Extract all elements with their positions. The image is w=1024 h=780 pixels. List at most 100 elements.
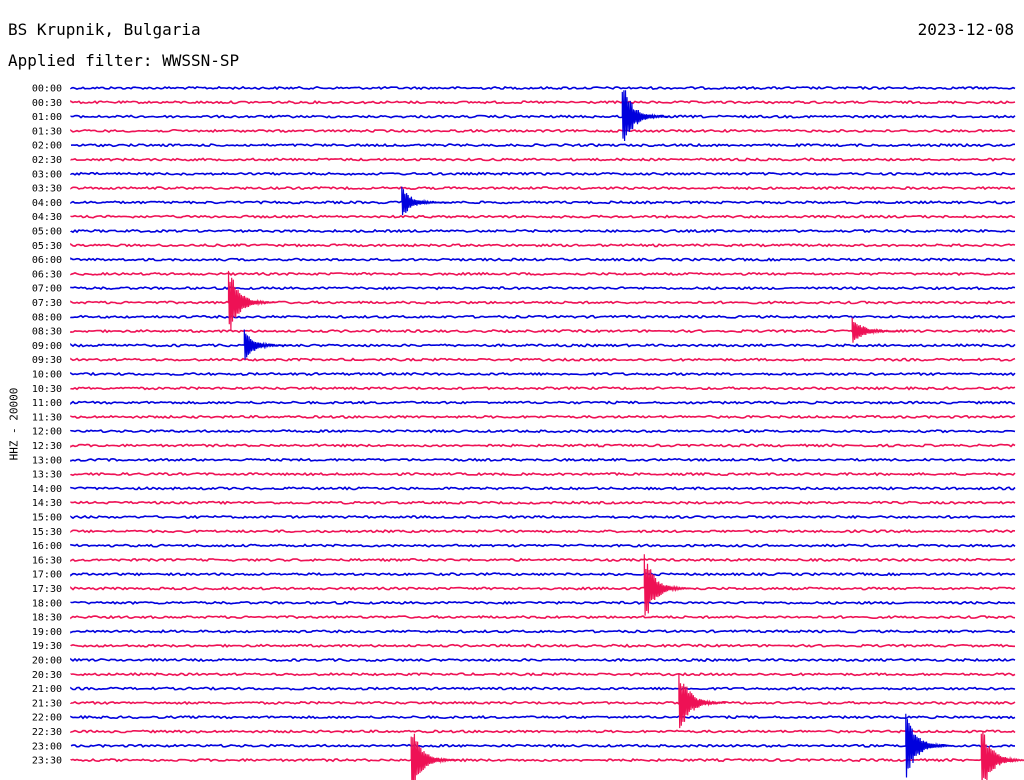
time-tick-label: 13:30 (32, 470, 62, 481)
trace-row-0630 (70, 271, 1016, 277)
time-tick-label: 18:30 (32, 613, 62, 624)
trace-row-0200 (70, 142, 1015, 148)
event-waveform (905, 713, 954, 778)
trace-row-1030 (70, 386, 1016, 391)
time-tick-label: 04:30 (32, 212, 62, 223)
trace-row-1700 (70, 572, 1016, 577)
time-tick-label: 21:30 (32, 698, 62, 709)
trace-row-0000 (70, 85, 1016, 91)
trace-row-2230 (70, 729, 1016, 734)
time-tick-label: 19:00 (32, 627, 62, 638)
time-tick-label: 15:00 (32, 513, 62, 524)
trace-row-2100 (70, 686, 1016, 691)
time-tick-label: 06:00 (32, 255, 62, 266)
time-tick-label: 13:00 (32, 455, 62, 466)
time-tick-label: 04:00 (32, 198, 62, 209)
time-tick-label: 17:30 (32, 584, 62, 595)
trace-row-2200 (70, 714, 1016, 720)
time-tick-label: 02:30 (32, 155, 62, 166)
trace-row-0730 (70, 300, 1016, 305)
time-tick-label: 07:30 (32, 298, 62, 309)
time-tick-label: 19:30 (32, 641, 62, 652)
time-tick-label: 09:00 (32, 341, 62, 352)
time-tick-label: 14:00 (32, 484, 62, 495)
time-tick-label: 01:30 (32, 126, 62, 137)
time-tick-label: 06:30 (32, 269, 62, 280)
time-tick-label: 12:30 (32, 441, 62, 452)
time-tick-label: 17:00 (32, 570, 62, 581)
time-tick-label: 03:30 (32, 184, 62, 195)
time-tick-label: 12:00 (32, 427, 62, 438)
trace-row-1200 (70, 429, 1016, 434)
trace-row-1330 (70, 471, 1016, 477)
trace-row-0700 (70, 286, 1016, 291)
trace-row-1930 (70, 643, 1015, 648)
time-tick-label: 02:00 (32, 141, 62, 152)
trace-row-0130 (70, 128, 1016, 134)
event-waveform (980, 731, 1024, 780)
trace-row-1800 (70, 600, 1016, 605)
time-tick-label: 16:30 (32, 555, 62, 566)
trace-row-1730 (70, 586, 1016, 591)
trace-row-0300 (70, 171, 1016, 176)
time-tick-label: 11:30 (32, 412, 62, 423)
trace-row-0800 (70, 314, 1016, 320)
time-tick-label: 08:30 (32, 327, 62, 338)
time-tick-label: 08:00 (32, 312, 62, 323)
time-tick-label: 16:00 (32, 541, 62, 552)
time-tick-label: 09:30 (32, 355, 62, 366)
event-waveform (621, 90, 670, 142)
time-tick-label: 18:00 (32, 598, 62, 609)
trace-row-2330 (70, 757, 1016, 763)
trace-row-1830 (70, 614, 1016, 620)
time-tick-label: 23:00 (32, 741, 62, 752)
time-tick-label: 00:30 (32, 98, 62, 109)
trace-row-0230 (70, 157, 1016, 162)
time-tick-label: 15:30 (32, 527, 62, 538)
trace-row-1900 (70, 629, 1016, 634)
trace-row-0500 (70, 228, 1016, 234)
trace-row-1430 (70, 500, 1016, 505)
event-waveform (243, 329, 292, 360)
time-tick-label: 10:00 (32, 370, 62, 381)
trace-row-2300 (70, 743, 1015, 749)
trace-row-0430 (70, 214, 1016, 219)
time-tick-label: 21:00 (32, 684, 62, 695)
trace-row-2030 (70, 672, 1016, 677)
trace-row-1630 (70, 557, 1016, 563)
filter-label: Applied filter: WWSSN-SP (8, 51, 240, 70)
trace-row-1100 (70, 400, 1016, 405)
time-tick-label: 20:30 (32, 670, 62, 681)
time-tick-label: 23:30 (32, 756, 62, 767)
time-tick-label: 05:30 (32, 241, 62, 252)
time-tick-label: 05:00 (32, 227, 62, 238)
trace-row-0330 (70, 185, 1016, 191)
time-tick-label: 22:00 (32, 713, 62, 724)
event-waveform (851, 317, 900, 343)
event-waveform (401, 186, 450, 216)
station-title: BS Krupnik, Bulgaria (8, 20, 201, 39)
trace-row-1400 (70, 486, 1016, 491)
trace-row-0030 (70, 100, 1016, 105)
time-tick-label: 03:00 (32, 169, 62, 180)
trace-row-0400 (70, 200, 1016, 205)
time-tick-label: 01:00 (32, 112, 62, 123)
time-tick-label: 00:00 (32, 84, 62, 95)
time-tick-label: 11:00 (32, 398, 62, 409)
time-tick-label: 10:30 (32, 384, 62, 395)
trace-row-1500 (70, 514, 1016, 520)
trace-row-1300 (70, 457, 1016, 463)
trace-row-0100 (70, 114, 1016, 119)
trace-row-2000 (70, 657, 1016, 663)
date-label: 2023-12-08 (917, 20, 1014, 39)
event-waveform (227, 270, 276, 330)
trace-row-0530 (70, 242, 1016, 248)
time-tick-label: 22:30 (32, 727, 62, 738)
trace-row-0930 (70, 357, 1016, 362)
event-waveform (410, 733, 459, 780)
time-tick-label: 07:00 (32, 284, 62, 295)
trace-row-0900 (70, 343, 1016, 348)
trace-row-2130 (70, 700, 1016, 706)
trace-row-1130 (70, 414, 1016, 420)
